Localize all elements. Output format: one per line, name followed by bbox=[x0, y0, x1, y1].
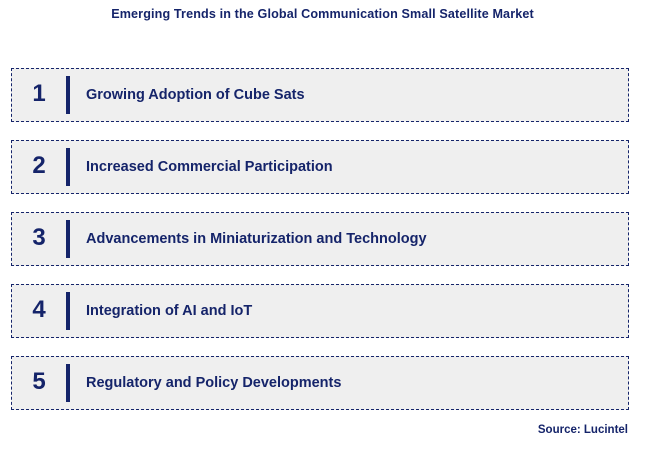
rank-divider bbox=[66, 148, 70, 186]
trend-rank: 1 bbox=[32, 80, 46, 107]
trend-label: Growing Adoption of Cube Sats bbox=[86, 87, 305, 103]
list-item: 2 Increased Commercial Participation bbox=[11, 140, 629, 194]
trend-rank: 2 bbox=[32, 152, 46, 179]
trend-label: Advancements in Miniaturization and Tech… bbox=[86, 231, 427, 247]
rank-divider bbox=[66, 76, 70, 114]
list-item: 5 Regulatory and Policy Developments bbox=[11, 356, 629, 410]
rank-divider bbox=[66, 364, 70, 402]
trend-label: Integration of AI and IoT bbox=[86, 303, 253, 319]
trend-label: Increased Commercial Participation bbox=[86, 159, 333, 175]
list-item: 1 Growing Adoption of Cube Sats bbox=[11, 68, 629, 122]
trend-list: 1 Growing Adoption of Cube Sats 2 Increa… bbox=[11, 68, 629, 410]
list-item: 3 Advancements in Miniaturization and Te… bbox=[11, 212, 629, 266]
source-note: Source: Lucintel bbox=[537, 424, 628, 436]
rank-divider bbox=[66, 292, 70, 330]
trend-rank: 3 bbox=[32, 224, 46, 251]
trend-label: Regulatory and Policy Developments bbox=[86, 375, 342, 391]
rank-divider bbox=[66, 220, 70, 258]
trend-rank: 4 bbox=[32, 296, 46, 323]
page-title: Emerging Trends in the Global Communicat… bbox=[111, 7, 534, 21]
list-item: 4 Integration of AI and IoT bbox=[11, 284, 629, 338]
trend-rank: 5 bbox=[32, 368, 46, 395]
